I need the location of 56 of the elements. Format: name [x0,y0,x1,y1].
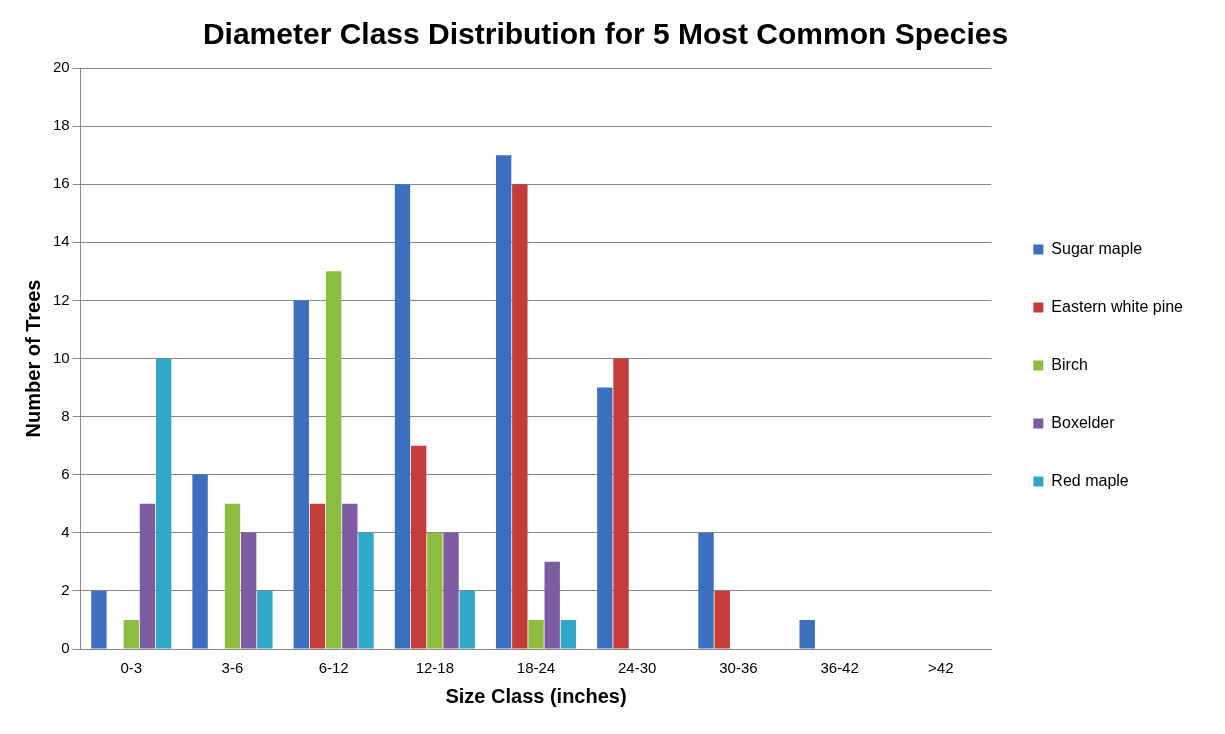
bar [495,155,512,649]
y-tick-label: 14 [53,232,70,250]
y-tick-label: 8 [61,406,70,424]
bar [544,561,560,649]
bar [293,300,309,649]
bar [91,590,107,649]
x-tick-label: 24-30 [618,659,657,677]
x-tick-label: 6-12 [318,659,349,677]
legend-label: Sugar maple [1051,239,1143,257]
y-tick-label: 16 [53,174,70,192]
y-tick-label: 2 [61,581,70,599]
x-tick-label: 36-42 [820,659,859,677]
bar [224,503,241,649]
bar [714,590,730,649]
bar [443,532,459,649]
bar [139,503,156,649]
y-tick-label: 6 [61,464,70,482]
x-axis-title: Size Class (inches) [445,684,627,707]
legend-label: Red maple [1051,471,1129,489]
x-tick-label: >42 [928,659,954,677]
bar [698,532,714,649]
y-axis-title: Number of Trees [21,279,44,438]
bar [192,474,208,649]
bar [123,619,139,649]
y-tick-label: 10 [53,348,70,366]
bar [459,590,475,649]
bar [358,532,374,649]
y-tick-label: 0 [61,639,70,657]
chart-title: Diameter Class Distribution for 5 Most Common Species [202,17,1009,51]
bar [240,532,257,649]
y-tick-label: 12 [53,290,70,308]
bar [410,445,427,649]
bar [613,358,629,649]
x-tick-label: 0-3 [120,659,143,677]
y-tick-label: 20 [53,58,70,76]
bar [309,503,326,649]
bar [342,503,358,649]
y-tick-label: 18 [53,116,70,134]
bar [528,619,544,649]
bar [427,532,443,649]
x-tick-label: 18-24 [516,659,556,677]
bar [325,271,342,649]
bar [394,184,411,649]
bar [560,619,577,649]
x-tick-label: 30-36 [719,659,758,677]
legend-label: Birch [1051,355,1088,373]
bar [257,590,273,649]
y-tick-label: 4 [61,522,70,540]
bar [799,619,815,649]
bar [512,184,528,649]
bar [597,387,613,649]
legend-label: Eastern white pine [1051,297,1184,315]
x-tick-label: 3-6 [221,659,244,677]
x-tick-label: 12-18 [415,659,455,677]
bar [155,358,172,649]
legend-label: Boxelder [1051,413,1116,431]
